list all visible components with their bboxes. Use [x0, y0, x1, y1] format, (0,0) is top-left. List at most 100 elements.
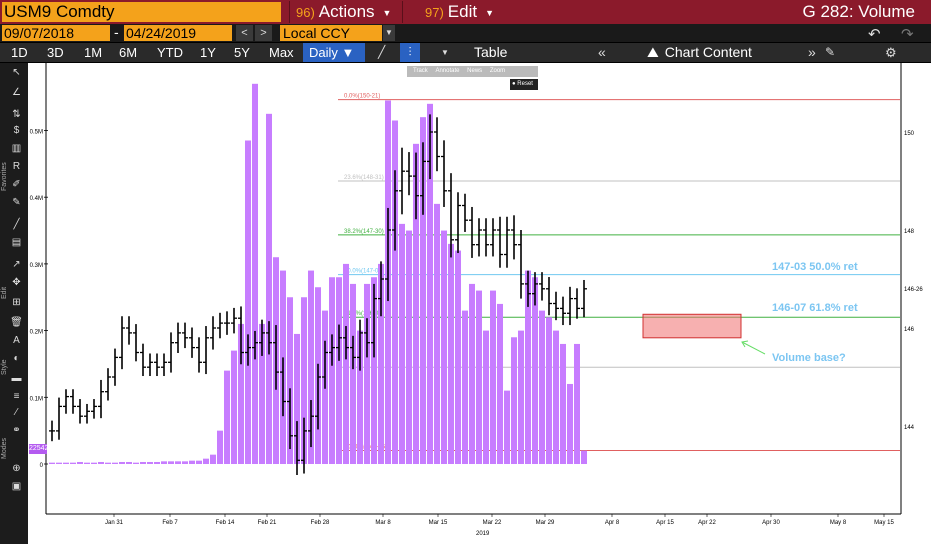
volume-bar [49, 462, 55, 464]
currency-dropdown-icon[interactable]: ▼ [383, 25, 395, 41]
volume-bar [105, 462, 111, 464]
date-tick-label: Apr 8 [605, 520, 620, 526]
volume-bar [574, 343, 580, 464]
trend-icon[interactable]: ⇅ [12, 109, 21, 120]
arrow-icon[interactable]: ↗ [12, 259, 21, 270]
fib-label: 23.6%(148-31) [344, 175, 384, 181]
period-6m[interactable]: 6M [119, 45, 138, 60]
volume-bar [329, 277, 335, 464]
bar-chart-icon[interactable]: ⫶ [400, 43, 420, 62]
end-date-field[interactable]: 04/24/2019 [124, 25, 232, 41]
zoom-icon[interactable]: ⊕ [12, 463, 21, 474]
chart-toolbar: 1D 3D 1M 6M YTD 1Y 5Y Max Daily ▼ ╱ ⫶ ▼ … [0, 43, 931, 62]
volume-bar [91, 462, 97, 464]
volume-bar [245, 140, 251, 464]
date-tick-label: Feb 21 [258, 520, 277, 526]
cursor-icon[interactable]: ↖ [12, 67, 21, 78]
period-1m[interactable]: 1M [84, 45, 103, 60]
actions-menu[interactable]: 96) Actions ▼ [289, 1, 401, 23]
interval-select[interactable]: Daily ▼ [303, 43, 365, 62]
date-tick-label: Feb 14 [216, 520, 235, 526]
layout-icon[interactable]: ▣ [11, 481, 22, 492]
move-icon[interactable]: ✥ [12, 277, 21, 288]
year-label: 2019 [476, 531, 490, 537]
volume-bar [133, 462, 139, 464]
collapse-icon[interactable]: « [598, 44, 606, 60]
volume-bar [364, 283, 370, 464]
line-width-icon[interactable]: ≡ [13, 391, 20, 402]
volume-bar [287, 297, 293, 464]
channel-icon[interactable]: ╱ [13, 219, 20, 230]
period-3d[interactable]: 3D [47, 45, 64, 60]
reset-icon: ● [512, 81, 516, 87]
volume-bar [266, 113, 272, 464]
edit-menu[interactable]: 97) Edit ▼ [402, 1, 518, 23]
undo-icon[interactable]: ↶ [868, 26, 881, 43]
volume-bar [420, 117, 426, 464]
next-arrow-icon[interactable]: > [255, 25, 272, 41]
line-chart-icon[interactable]: ╱ [378, 45, 386, 59]
band-icon[interactable]: ▤ [11, 237, 22, 248]
volume-bar [182, 461, 188, 464]
chart-content-button[interactable]: ⛰ Chart Content [647, 43, 752, 62]
volume-bar [294, 333, 300, 464]
ruler-icon[interactable]: R [12, 161, 21, 172]
period-ytd[interactable]: YTD [157, 45, 183, 60]
volume-bar [413, 143, 419, 464]
table-button[interactable]: Table [474, 44, 508, 60]
volume-bar [308, 270, 314, 464]
track-tool[interactable]: Track [413, 68, 428, 74]
volume-tick-label: 0 [40, 463, 44, 469]
actions-label: Actions [318, 2, 375, 21]
zoom-tool[interactable]: Zoom [489, 68, 506, 74]
start-date-field[interactable]: 09/07/2018 [2, 25, 110, 41]
reset-button[interactable]: ● Reset [510, 79, 538, 90]
text-icon[interactable]: A [13, 335, 20, 346]
date-range-bar: 09/07/2018 - 04/24/2019 < > Local CCY ▼ … [0, 24, 931, 43]
pen-icon[interactable]: ✎ [12, 197, 21, 208]
settings-gear-icon[interactable]: ⚙ [885, 45, 897, 60]
line-tool-icon[interactable]: ∠ [12, 87, 21, 98]
volume-bar [469, 283, 475, 464]
volume-bar [581, 450, 587, 464]
chart-type-dropdown-icon[interactable]: ▼ [441, 48, 449, 57]
link-icon[interactable]: ⚭ [12, 425, 21, 436]
volume-tick-label: 0.1M [30, 396, 43, 402]
volume-bar [210, 454, 216, 464]
currency-select[interactable]: Local CCY [280, 25, 382, 41]
period-1d[interactable]: 1D [11, 45, 28, 60]
edit-chart-icon[interactable]: ✎ [825, 45, 836, 59]
period-1y[interactable]: 1Y [200, 45, 216, 60]
volume-bar [427, 103, 433, 464]
delete-icon[interactable]: 🗑 [10, 317, 23, 328]
dollar-icon[interactable]: $ [13, 125, 20, 136]
magic-icon[interactable]: ⁄ [15, 407, 18, 418]
volume-tick-label: 0.4M [30, 196, 43, 202]
price-tick-label: 144 [904, 425, 915, 431]
expand-icon[interactable]: » [808, 44, 816, 60]
date-tick-label: Feb 28 [311, 520, 330, 526]
volume-base-arrowhead [741, 340, 749, 348]
volume-bar [336, 277, 342, 464]
volume-bar [371, 277, 377, 464]
news-tool[interactable]: News [467, 68, 483, 74]
ticker-field[interactable]: USM9 Comdty [2, 2, 281, 22]
line-style-icon[interactable]: ▬ [11, 373, 22, 384]
period-max[interactable]: Max [269, 45, 294, 60]
actions-num: 96) [296, 5, 315, 20]
volume-bar [399, 223, 405, 464]
volume-bar [168, 461, 174, 464]
grid-icon[interactable]: ⊞ [12, 297, 21, 308]
fill-icon[interactable]: ◐ [13, 353, 20, 364]
fib-label: 50.0%(147-03) [344, 269, 384, 275]
redo-icon[interactable]: ↷ [901, 26, 914, 43]
annotate-tool[interactable]: Annotate [435, 68, 460, 74]
prev-arrow-icon[interactable]: < [236, 25, 253, 41]
volume-bar [504, 390, 510, 464]
volume-bar [126, 461, 132, 464]
volume-bar [259, 323, 265, 464]
price-tick-label: 146-26 [904, 287, 923, 293]
period-5y[interactable]: 5Y [234, 45, 250, 60]
fib-icon[interactable]: ▥ [11, 143, 22, 154]
brush-icon[interactable]: ✐ [12, 179, 21, 190]
